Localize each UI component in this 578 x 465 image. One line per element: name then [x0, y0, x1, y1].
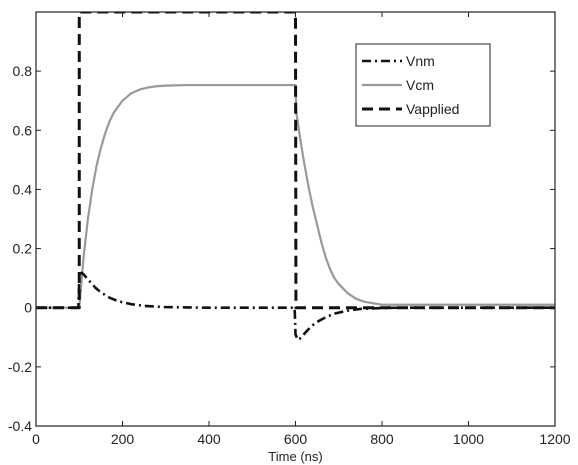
series-line-vapplied — [36, 12, 555, 310]
series-line-vnm — [36, 271, 555, 341]
legend-label-vnm: Vnm — [406, 53, 435, 69]
x-tick-label: 1200 — [539, 431, 570, 447]
y-tick-label: 0.8 — [13, 63, 33, 79]
x-tick-label: 200 — [111, 431, 135, 447]
y-tick-label: -0.2 — [8, 359, 32, 375]
axis-tick-labels: 0 200 400 600 800 1000 1200 -0.4 -0.2 0 0.2 0.4 0.6 0… — [8, 63, 571, 447]
x-tick-label: 0 — [32, 431, 40, 447]
plot-lines — [36, 12, 555, 341]
x-axis-title: Time (ns) — [268, 449, 322, 464]
series-line-vcm — [36, 83, 555, 309]
x-tick-label: 800 — [370, 431, 394, 447]
y-tick-label: 0 — [24, 300, 32, 316]
y-tick-label: -0.4 — [8, 418, 32, 434]
legend-label-vapplied: Vapplied — [406, 101, 459, 117]
x-tick-label: 1000 — [453, 431, 484, 447]
y-tick-label: 0.4 — [13, 181, 33, 197]
legend: Vnm Vcm Vapplied — [355, 43, 491, 127]
x-tick-label: 600 — [284, 431, 308, 447]
y-tick-label: 0.6 — [13, 122, 33, 138]
legend-label-vcm: Vcm — [406, 77, 434, 93]
axis-ticks — [35, 12, 556, 427]
x-tick-label: 400 — [197, 431, 221, 447]
y-tick-label: 0.2 — [13, 241, 33, 257]
